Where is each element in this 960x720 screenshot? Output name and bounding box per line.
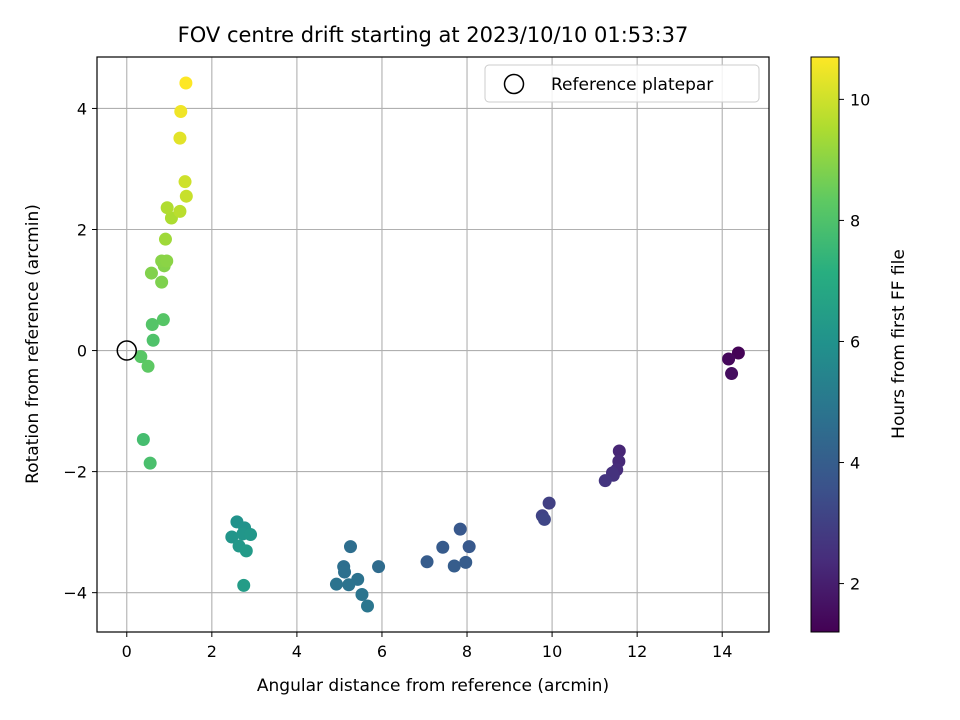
data-point (160, 201, 174, 215)
y-tick-label: 0 (77, 342, 87, 361)
y-tick-label: −2 (63, 463, 87, 482)
data-point (329, 577, 343, 591)
x-tick-label: 2 (207, 642, 217, 661)
x-tick-label: 10 (542, 642, 562, 661)
data-point (160, 254, 174, 268)
data-point (343, 540, 357, 554)
x-axis-ticks: 0 2 4 6 8 10 12 14 (122, 632, 732, 661)
reference-marker (116, 340, 138, 361)
data-point (598, 474, 612, 488)
y-axis-ticks: −4 −2 0 2 4 (63, 99, 97, 603)
data-point (542, 496, 556, 510)
colorbar-tick-label: 2 (850, 575, 860, 594)
reference-platepar-marker (116, 340, 138, 361)
y-tick-label: 4 (77, 99, 87, 118)
colorbar-tick-label: 4 (850, 454, 860, 473)
data-point (237, 578, 251, 592)
legend-box (484, 64, 760, 103)
data-point (459, 555, 473, 569)
x-tick-label: 14 (712, 642, 732, 661)
data-point (372, 560, 386, 574)
data-point (158, 232, 172, 246)
x-tick-label: 0 (122, 642, 132, 661)
data-point (145, 318, 159, 332)
data-point (612, 444, 626, 458)
x-axis-label: Angular distance from reference (arcmin) (257, 676, 609, 696)
data-point (134, 350, 148, 364)
colorbar-label: Hours from first FF file (889, 249, 909, 439)
data-point (156, 313, 170, 327)
colorbar-gradient (810, 56, 840, 633)
data-point (722, 352, 736, 366)
data-point (420, 555, 434, 569)
colorbar-tick-label: 10 (850, 90, 870, 109)
data-point (173, 204, 187, 218)
data-point (361, 599, 375, 613)
data-point (462, 540, 476, 554)
colorbar-tick-label: 6 (850, 332, 860, 351)
data-point (342, 578, 356, 592)
chart-title: FOV centre drift starting at 2023/10/10 … (178, 23, 689, 47)
x-tick-label: 8 (462, 642, 472, 661)
data-point (447, 559, 461, 573)
data-point (178, 175, 192, 189)
data-point (225, 530, 239, 544)
data-point (725, 367, 739, 381)
legend-label-reference: Reference platepar (551, 75, 713, 95)
x-tick-label: 4 (292, 642, 302, 661)
data-point (179, 189, 193, 203)
data-point (155, 275, 169, 289)
data-point (179, 76, 193, 90)
data-point (141, 359, 155, 373)
colorbar-tick-label: 8 (850, 211, 860, 230)
data-points (134, 76, 745, 613)
data-point (239, 544, 253, 558)
data-point (453, 522, 467, 536)
colorbar: 2 4 6 8 10 Hours from first FF file (810, 56, 909, 633)
data-point (174, 104, 188, 118)
plot-frame (96, 56, 770, 633)
data-point (173, 131, 187, 145)
data-point (436, 540, 450, 554)
data-point (244, 528, 258, 542)
data-point (146, 333, 160, 347)
data-point (136, 433, 150, 447)
legend-marker-reference (503, 73, 525, 95)
x-tick-label: 6 (377, 642, 387, 661)
legend: Reference platepar (484, 64, 760, 103)
colorbar-ticks: 2 4 6 8 10 (839, 90, 870, 594)
y-axis-label: Rotation from reference (arcmin) (23, 204, 43, 484)
data-point (355, 587, 369, 601)
data-point (143, 456, 157, 470)
data-point (338, 565, 352, 579)
x-tick-label: 12 (627, 642, 647, 661)
data-point (731, 346, 745, 360)
grid (97, 57, 769, 632)
data-point (144, 266, 158, 280)
data-point (537, 512, 551, 526)
y-tick-label: 2 (77, 221, 87, 240)
y-tick-label: −4 (63, 584, 87, 603)
